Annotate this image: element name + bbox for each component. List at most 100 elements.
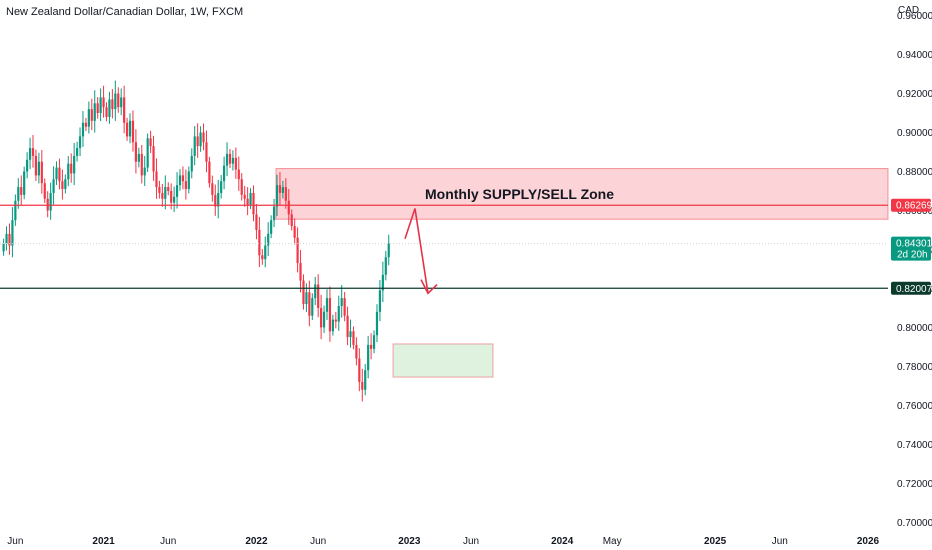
candle-body [170, 190, 173, 203]
candle-body [246, 198, 249, 205]
candle-body [217, 192, 220, 207]
candle-body [178, 175, 182, 186]
candle-body [128, 120, 132, 137]
candle-body [61, 181, 64, 190]
last-price-badge-label: 0.84301 [896, 239, 932, 250]
y-tick-label: 0.96000 [897, 11, 932, 22]
x-tick-label: Jun [160, 536, 176, 547]
candle-body [234, 157, 237, 170]
annotations-layer: Monthly SUPPLY/SELL Zone [404, 186, 614, 295]
candle-body [214, 194, 217, 207]
candle-body [96, 103, 99, 114]
candle-body [267, 233, 270, 246]
candle-body [337, 305, 340, 322]
candle-body [261, 255, 264, 260]
candle-body [381, 274, 384, 291]
candle-body [28, 148, 32, 160]
candle-body [352, 331, 355, 345]
candle-body [387, 243, 390, 258]
sell-arrow-head [420, 279, 438, 295]
currency-label: CAD [898, 5, 919, 16]
candle-body [272, 206, 276, 221]
y-tick-label: 0.94000 [897, 50, 932, 61]
x-tick-label: Jun [772, 536, 788, 547]
y-tick-label: 0.74000 [897, 440, 932, 451]
supply-zone [275, 168, 889, 220]
candle-body [372, 335, 376, 349]
x-tick-label: 2022 [245, 536, 268, 547]
candle-body [84, 122, 88, 127]
candle-body [164, 187, 167, 199]
candle-body [108, 99, 111, 117]
candle-body [346, 315, 349, 338]
y-tick-label: 0.76000 [897, 401, 932, 412]
candle-body [252, 192, 255, 215]
candle-body [343, 298, 346, 316]
candle-body [125, 122, 129, 137]
candle-body [58, 167, 61, 182]
candle-body [131, 120, 135, 143]
candle-body [228, 153, 232, 164]
candle-body [199, 132, 202, 147]
candle-body [328, 298, 332, 332]
time-axis[interactable]: Jun 2021 Jun 2022 Jun 2023 Jun 2024 May 2025 Jun 20… [7, 536, 879, 547]
candle-body [134, 142, 137, 162]
candle-body [11, 220, 14, 246]
candle-body [208, 161, 211, 184]
candle-body [243, 194, 246, 199]
candle-body [231, 157, 235, 164]
price-axis[interactable]: CAD 0.96000 0.94000 0.92000 0.90000 0.88000 0… [897, 5, 932, 529]
candle-body [237, 169, 240, 180]
candle-body [361, 381, 364, 390]
resistance-badge [891, 198, 931, 212]
candle-body [152, 146, 155, 172]
candle-body [290, 214, 293, 227]
candle-body [90, 109, 93, 121]
candle-body [205, 142, 208, 162]
candle-body [249, 192, 252, 205]
candle-body [8, 233, 11, 246]
candle-body [161, 192, 164, 199]
candle-body [181, 175, 185, 182]
candle-body [334, 319, 337, 322]
levels-layer [0, 204, 888, 289]
candle-body [325, 298, 329, 312]
candle-body [37, 161, 40, 176]
candle-body [349, 331, 352, 338]
candle-body [111, 99, 114, 110]
candle-body [102, 97, 105, 108]
x-tick-label: Jun [7, 536, 23, 547]
candle-body [143, 167, 146, 176]
x-tick-label: 2021 [92, 536, 115, 547]
x-tick-label: 2023 [398, 536, 421, 547]
candle-body [278, 185, 282, 193]
candle-body [76, 148, 79, 156]
x-tick-label: 2026 [857, 536, 880, 547]
candles-layer [2, 80, 390, 402]
candle-body [184, 181, 187, 190]
candle-body [317, 284, 320, 308]
candle-body [146, 138, 149, 168]
zones-layer [275, 168, 889, 378]
candle-body [49, 192, 52, 211]
candle-body [93, 103, 96, 121]
last-price-countdown: 2d 20h [897, 250, 928, 261]
candle-body [370, 344, 373, 349]
last-price-badge [891, 236, 931, 261]
candle-body [358, 358, 361, 382]
candle-body [375, 311, 379, 336]
candle-body [64, 179, 67, 190]
candle-body [17, 187, 20, 201]
x-tick-label: 2024 [551, 536, 574, 547]
candle-body [55, 167, 58, 180]
y-tick-label: 0.78000 [897, 362, 932, 373]
candle-body [14, 200, 17, 221]
candle-body [193, 136, 196, 156]
candle-body [225, 153, 229, 166]
x-tick-label: 2025 [704, 536, 727, 547]
candle-body [23, 171, 26, 195]
candle-body [155, 171, 158, 188]
candle-body [364, 370, 367, 390]
